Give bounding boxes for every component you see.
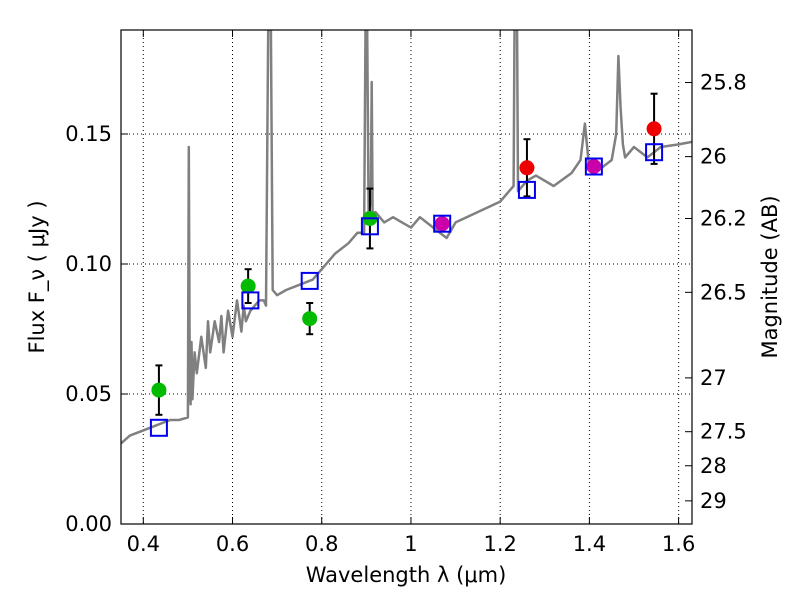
x-tick-label: 0.6: [216, 532, 249, 556]
data-point: [646, 121, 662, 137]
y-right-tick-label: 27.5: [700, 420, 747, 444]
y-right-tick-label: 26: [700, 145, 727, 169]
data-point: [151, 382, 167, 398]
y-right-axis-label: Magnitude (AB): [758, 195, 782, 358]
model-point-square: [645, 143, 664, 162]
spectrum-series: [121, 30, 692, 445]
x-tick-label: 0.8: [305, 532, 338, 556]
y-axis-label: Flux F_ν ( μJy ): [25, 200, 50, 353]
data-point: [302, 311, 318, 327]
spectrum-line: [121, 30, 692, 445]
y-right-tick-label: 25.8: [700, 71, 747, 95]
x-tick-label: 1: [404, 532, 417, 556]
model-point-square: [360, 217, 379, 236]
x-tick-label: 1.6: [662, 532, 695, 556]
y-right-tick-label: 27: [700, 366, 727, 390]
y-right-tick-label: 26.5: [700, 280, 747, 304]
model-point-square: [517, 180, 536, 199]
model-point-square: [300, 271, 319, 290]
axes: 0.4 0.6 0.8 1 1.2 1.4 1.6 0.00 0.05 0.10 0.15 25.8 2…: [65, 29, 747, 556]
model-point-square: [433, 214, 452, 233]
x-tick-label: 1.2: [483, 532, 516, 556]
y-right-tick-label: 29: [700, 489, 727, 513]
data-point: [240, 278, 256, 294]
y-tick-label: 0.00: [65, 512, 112, 536]
y-right-tick-label: 26.2: [700, 207, 747, 231]
y-tick-label: 0.05: [65, 382, 112, 406]
y-tick-label: 0.15: [65, 122, 112, 146]
x-tick-label: 1.4: [573, 532, 606, 556]
y-right-tick-label: 28: [700, 454, 727, 478]
plot-frame: [120, 29, 693, 525]
grid-lines: [121, 30, 692, 524]
data-point: [519, 160, 535, 176]
y-tick-label: 0.10: [65, 252, 112, 276]
data-point: [434, 216, 450, 232]
photometry-markers: [149, 92, 664, 437]
model-point-square: [149, 418, 168, 437]
x-axis-label: Wavelength λ (μm): [306, 563, 507, 587]
model-point-square: [241, 291, 260, 310]
x-tick-label: 0.4: [127, 532, 160, 556]
data-point: [586, 159, 602, 174]
model-point-square: [584, 157, 603, 176]
